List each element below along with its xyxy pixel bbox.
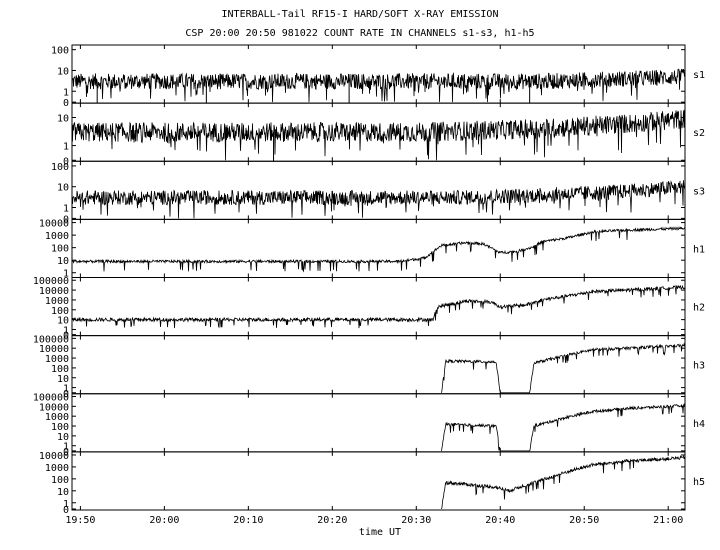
y-tick-label-s3: 100 <box>51 162 69 173</box>
y-tick-label-h4: 100000 <box>33 392 69 403</box>
panel-frame-h1 <box>71 218 686 278</box>
series-line-h2 <box>71 284 686 329</box>
y-tick-label-h2: 10000 <box>39 286 69 297</box>
series-line-s2 <box>71 109 686 161</box>
y-tick-label-h4: 10000 <box>39 402 69 413</box>
series-line-h4 <box>441 403 686 452</box>
panel-frame-h2 <box>71 277 686 337</box>
x-axis-label: time UT <box>358 527 402 538</box>
panel-name-s2: s2 <box>693 128 705 139</box>
y-tick-label-h5: 100 <box>51 475 69 486</box>
y-tick-label-h5: 1 <box>63 499 69 510</box>
panel-name-s1: s1 <box>693 70 705 81</box>
chart-subtitle: CSP 20:00 20:50 981022 COUNT RATE IN CHA… <box>185 28 535 39</box>
panel-frame-s1 <box>71 44 686 104</box>
panel-name-h2: h2 <box>693 303 705 314</box>
y-tick-label-h4: 0 <box>63 447 69 458</box>
y-tick-label-h2: 0 <box>63 331 69 342</box>
panel-name-s3: s3 <box>693 186 705 197</box>
y-tick-label-h2: 1 <box>63 325 69 336</box>
chart-title: INTERBALL-Tail RF15-I HARD/SOFT X-RAY EM… <box>221 9 499 20</box>
y-tick-label-h2: 1000 <box>45 296 69 307</box>
series-line-s3 <box>71 180 686 219</box>
panel-frame-h3 <box>71 335 686 395</box>
y-tick-label-s3: 10 <box>57 183 69 194</box>
y-tick-label-h1: 10 <box>57 256 69 267</box>
y-tick-label-s1: 1 <box>63 87 69 98</box>
panel-name-h3: h3 <box>693 361 705 372</box>
series-line-s1 <box>71 68 686 103</box>
y-tick-label-s3: 1 <box>63 204 69 215</box>
y-tick-label-h3: 0 <box>63 389 69 400</box>
y-tick-label-h4: 1 <box>63 442 69 453</box>
y-tick-label-h2: 100 <box>51 306 69 317</box>
y-tick-label-s2: 10 <box>57 114 69 125</box>
series-line-h1 <box>71 225 686 273</box>
panel-name-h4: h4 <box>693 419 705 430</box>
y-tick-label-h1: 10000 <box>39 219 69 230</box>
y-tick-label-s1: 0 <box>63 98 69 109</box>
series-line-h5 <box>441 454 686 510</box>
y-tick-label-h5: 1000 <box>45 463 69 474</box>
y-tick-label-h2: 100000 <box>33 276 69 287</box>
y-tick-label-s2: 1 <box>63 142 69 153</box>
y-tick-label-h3: 10 <box>57 374 69 385</box>
y-tick-label-h4: 10 <box>57 432 69 443</box>
y-tick-label-h3: 1000 <box>45 354 69 365</box>
series-line-h3 <box>441 342 686 394</box>
x-tick-label: 20:20 <box>317 515 347 526</box>
y-tick-label-h1: 100 <box>51 244 69 255</box>
y-tick-label-h3: 100000 <box>33 334 69 345</box>
y-tick-label-s1: 10 <box>57 66 69 77</box>
y-tick-label-h1: 1 <box>63 269 69 280</box>
y-tick-label-h4: 1000 <box>45 412 69 423</box>
y-tick-label-h3: 1 <box>63 384 69 395</box>
y-tick-label-h3: 10000 <box>39 344 69 355</box>
y-tick-label-s3: 0 <box>63 214 69 225</box>
x-tick-label: 21:00 <box>653 515 683 526</box>
y-tick-label-s2: 0 <box>63 156 69 167</box>
y-tick-label-h5: 10 <box>57 487 69 498</box>
x-tick-label: 20:50 <box>569 515 599 526</box>
y-tick-label-h4: 100 <box>51 422 69 433</box>
y-tick-label-h5: 10000 <box>39 451 69 462</box>
panel-frame-h4 <box>71 393 686 453</box>
panel-name-h5: h5 <box>693 477 705 488</box>
panel-frame-s3 <box>71 160 686 220</box>
y-tick-label-h5: 0 <box>63 505 69 516</box>
x-tick-label: 19:50 <box>65 515 95 526</box>
x-tick-label: 20:00 <box>149 515 179 526</box>
panel-name-h1: h1 <box>693 244 705 255</box>
x-tick-label: 20:10 <box>233 515 263 526</box>
x-tick-label: 20:40 <box>485 515 515 526</box>
y-tick-label-h2: 10 <box>57 316 69 327</box>
panel-frame-h5 <box>71 451 686 511</box>
x-tick-label: 20:30 <box>401 515 431 526</box>
y-tick-label-h3: 100 <box>51 364 69 375</box>
y-tick-label-h1: 1000 <box>45 231 69 242</box>
y-tick-label-s1: 100 <box>51 46 69 57</box>
